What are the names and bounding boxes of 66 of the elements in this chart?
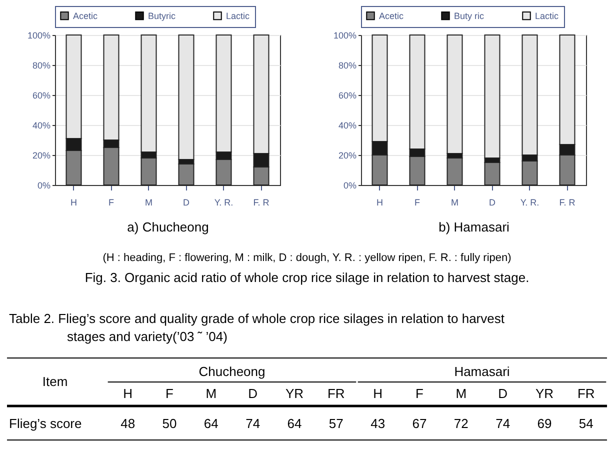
x-tick-label: D (183, 198, 190, 208)
x-axis-title: a) Chucheong (127, 220, 209, 234)
y-tick-label: 100% (27, 30, 50, 40)
legend-label: Lactic (226, 10, 250, 21)
text: (H : heading, F : flowering, M : milk, D : dough, Y. R. : yellow ripen, F. R. : fully ripen) (102, 252, 512, 264)
x-tick-label: H (376, 198, 383, 208)
text: Hamasari (454, 364, 510, 379)
caption: Table 2. Flieg’s score and quality grade of whole crop rice silages in relation to harvest stages and variety(’03 ˜ ’04) (9, 311, 505, 344)
category-label: H (123, 386, 133, 401)
legend-label: Buty ric (454, 10, 485, 21)
bar (178, 164, 194, 186)
category-label: M (206, 386, 217, 401)
bar (484, 162, 500, 186)
legend-label: Butyric (148, 10, 176, 21)
y-tick-label: 60% (32, 90, 50, 100)
y-tick-label: 60% (338, 90, 356, 100)
x-tick-label: F (108, 198, 114, 208)
data-label: 54 (578, 416, 594, 431)
data-label: 43 (370, 416, 386, 431)
category-label: F (166, 386, 174, 401)
y-tick-label: 80% (32, 60, 50, 70)
category-label: FR (577, 386, 595, 401)
data-label: 74 (496, 416, 510, 431)
x-tick-label: F. R (253, 198, 270, 208)
x-tick-label: H (70, 198, 77, 208)
data-label: 69 (537, 416, 552, 431)
y-tick-label: 0% (343, 180, 356, 190)
x-axis-title: b) Hamasari (438, 220, 510, 234)
x-tick-label: Y. R. (520, 198, 540, 208)
category-label: D (248, 386, 258, 401)
legend-label: Acetic (73, 10, 98, 21)
bar (446, 158, 463, 186)
category-label: H (373, 386, 383, 401)
y-tick-label: 20% (32, 150, 50, 160)
x-tick-label: M (451, 198, 458, 208)
category-label: M (456, 386, 467, 401)
text: Flieg’s score (9, 416, 82, 431)
y-tick-label: 40% (32, 120, 50, 130)
legend-label: Lactic (535, 10, 560, 21)
y-tick-label: 20% (338, 150, 356, 160)
data-label: 48 (120, 416, 136, 431)
x-tick-label: M (145, 198, 152, 208)
data-label: 67 (412, 416, 427, 431)
y-tick-label: 80% (338, 60, 356, 70)
category-label: FR (327, 386, 345, 401)
data-label: 74 (246, 416, 260, 431)
category-label: YR (285, 386, 304, 401)
x-tick-label: F. R (559, 198, 576, 208)
y-tick-label: 40% (338, 120, 356, 130)
data-label: 57 (328, 416, 344, 431)
legend-label: Acetic (379, 10, 404, 21)
data-label: 72 (454, 416, 468, 431)
y-tick-label: 100% (333, 30, 356, 40)
data-label: 64 (287, 416, 302, 431)
text: Fig. 3. Organic acid ratio of whole crop rice silage in relation to harvest stage. (84, 270, 530, 285)
text: Item (42, 374, 68, 389)
y-tick-label: 0% (37, 180, 50, 190)
data-label: 64 (204, 416, 218, 431)
data-label: 50 (162, 416, 177, 431)
x-tick-label: D (489, 198, 496, 208)
category-label: YR (535, 386, 554, 401)
text: Chucheong (198, 364, 266, 379)
category-label: F (416, 386, 424, 401)
x-tick-label: Y. R. (214, 198, 234, 208)
x-tick-label: F (414, 198, 420, 208)
category-label: D (498, 386, 508, 401)
